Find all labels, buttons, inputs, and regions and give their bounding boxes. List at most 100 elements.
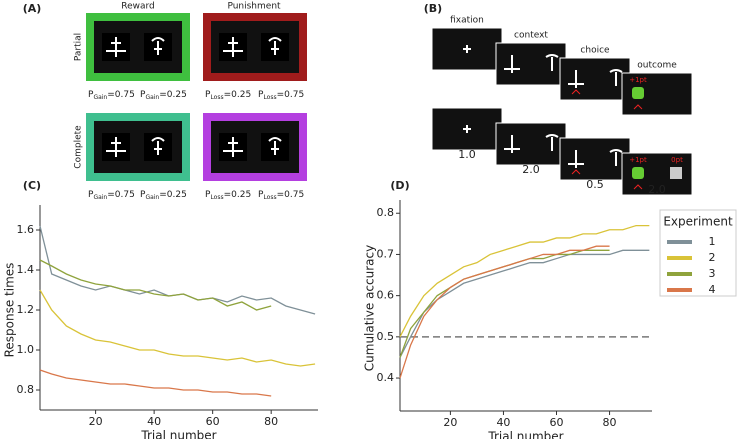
y-tick-label: 0.8 [377, 206, 395, 219]
stimulus-glyph [545, 134, 559, 151]
prob-value: =0.25 [159, 90, 187, 100]
x-tick-label: 80 [264, 415, 278, 428]
column-label: Reward [121, 2, 155, 12]
panel-label: (A) [23, 2, 42, 15]
stimulus-glyph [268, 37, 282, 55]
trial-screen [495, 122, 567, 166]
choice-caret [571, 89, 581, 95]
stimulus-glyph [151, 37, 165, 55]
duration-label: 2.0 [522, 163, 540, 176]
prob-subscript: Loss [263, 194, 276, 201]
stimulus-glyph [568, 70, 584, 88]
prob-symbol: P [140, 190, 146, 200]
feedback-label: 0pt [671, 156, 683, 164]
stage-label: context [514, 31, 548, 41]
x-tick-label: 60 [206, 415, 220, 428]
prob-symbol: P [258, 90, 264, 100]
y-tick-label: 1.6 [17, 223, 35, 236]
x-tick-label: 40 [496, 416, 510, 429]
stimulus-glyph [106, 137, 126, 157]
stimulus-glyph [545, 54, 559, 71]
y-tick-label: 1.2 [17, 303, 35, 316]
series-line [39, 289, 316, 367]
stimulus-glyph [223, 137, 243, 157]
duration-label: 2.0 [648, 183, 666, 196]
legend-label: 2 [709, 251, 716, 264]
y-tick-label: 0.4 [377, 371, 395, 384]
prob-symbol: P [258, 190, 264, 200]
series-line [39, 259, 272, 311]
y-tick-label: 0.8 [17, 383, 35, 396]
stimulus-glyph [504, 55, 520, 73]
prob-value: =0.75 [107, 90, 135, 100]
y-tick-label: 0.6 [377, 289, 395, 302]
y-tick-label: 1.4 [17, 263, 35, 276]
series-line [399, 249, 650, 358]
series-line [399, 245, 610, 379]
panel-label: (C) [23, 179, 41, 192]
prob-subscript: Loss [263, 94, 276, 101]
trial-screen [495, 42, 567, 86]
chosen-outcome [632, 167, 644, 179]
prob-value: =0.75 [277, 190, 305, 200]
prob-subscript: Loss [210, 194, 223, 201]
stage-label: choice [580, 46, 610, 56]
probability-label: PGain=0.25 [140, 190, 187, 201]
probability-label: PLoss=0.75 [258, 190, 304, 201]
unchosen-outcome [670, 167, 682, 179]
prob-subscript: Loss [210, 94, 223, 101]
panel-label: (D) [390, 179, 409, 192]
legend-label: 3 [709, 267, 716, 280]
prob-subscript: Gain [93, 94, 107, 101]
stimulus-glyph [151, 137, 165, 155]
prob-value: =0.75 [277, 90, 305, 100]
legend-title: Experiment [663, 215, 733, 229]
x-tick-label: 20 [89, 415, 103, 428]
probability-label: PGain=0.25 [140, 90, 187, 101]
y-axis-label: Response times [3, 263, 17, 358]
series-line [39, 369, 272, 397]
trial-screen [559, 57, 631, 101]
stimulus-glyph [106, 37, 126, 57]
probability-label: PLoss=0.75 [258, 90, 304, 101]
choice-caret [633, 104, 643, 110]
fixation-cross [463, 125, 471, 133]
prob-value: =0.25 [224, 190, 252, 200]
row-label: Complete [74, 125, 84, 169]
series-line [399, 224, 650, 338]
y-tick-label: 1.0 [17, 343, 35, 356]
x-tick-label: 20 [443, 416, 457, 429]
stimulus-glyph [268, 137, 282, 155]
duration-label: 0.5 [586, 178, 604, 191]
y-tick-label: 0.5 [377, 330, 395, 343]
prob-symbol: P [205, 90, 211, 100]
probability-label: PLoss=0.25 [205, 190, 251, 201]
prob-subscript: Gain [145, 94, 159, 101]
probability-label: PGain=0.75 [88, 190, 135, 201]
prob-subscript: Gain [145, 194, 159, 201]
choice-caret [633, 184, 643, 190]
probability-label: PLoss=0.25 [205, 90, 251, 101]
prob-value: =0.75 [107, 190, 135, 200]
column-label: Punishment [227, 2, 281, 12]
y-tick-label: 0.7 [377, 247, 395, 260]
choice-caret [571, 169, 581, 175]
legend-label: 1 [709, 235, 716, 248]
y-axis-label: Cumulative accuracy [363, 245, 377, 371]
stimulus-glyph [504, 135, 520, 153]
stimulus-glyph [223, 37, 243, 57]
stimulus-glyph [609, 69, 623, 86]
probability-label: PGain=0.75 [88, 90, 135, 101]
prob-value: =0.25 [159, 190, 187, 200]
fixation-cross [463, 45, 471, 53]
x-tick-label: 60 [550, 416, 564, 429]
trial-screen [559, 137, 631, 181]
prob-symbol: P [88, 190, 94, 200]
legend-label: 4 [709, 283, 716, 296]
prob-subscript: Gain [93, 194, 107, 201]
stage-label: fixation [450, 16, 484, 26]
row-label: Partial [74, 33, 84, 61]
prob-value: =0.25 [224, 90, 252, 100]
series-line [39, 225, 316, 315]
